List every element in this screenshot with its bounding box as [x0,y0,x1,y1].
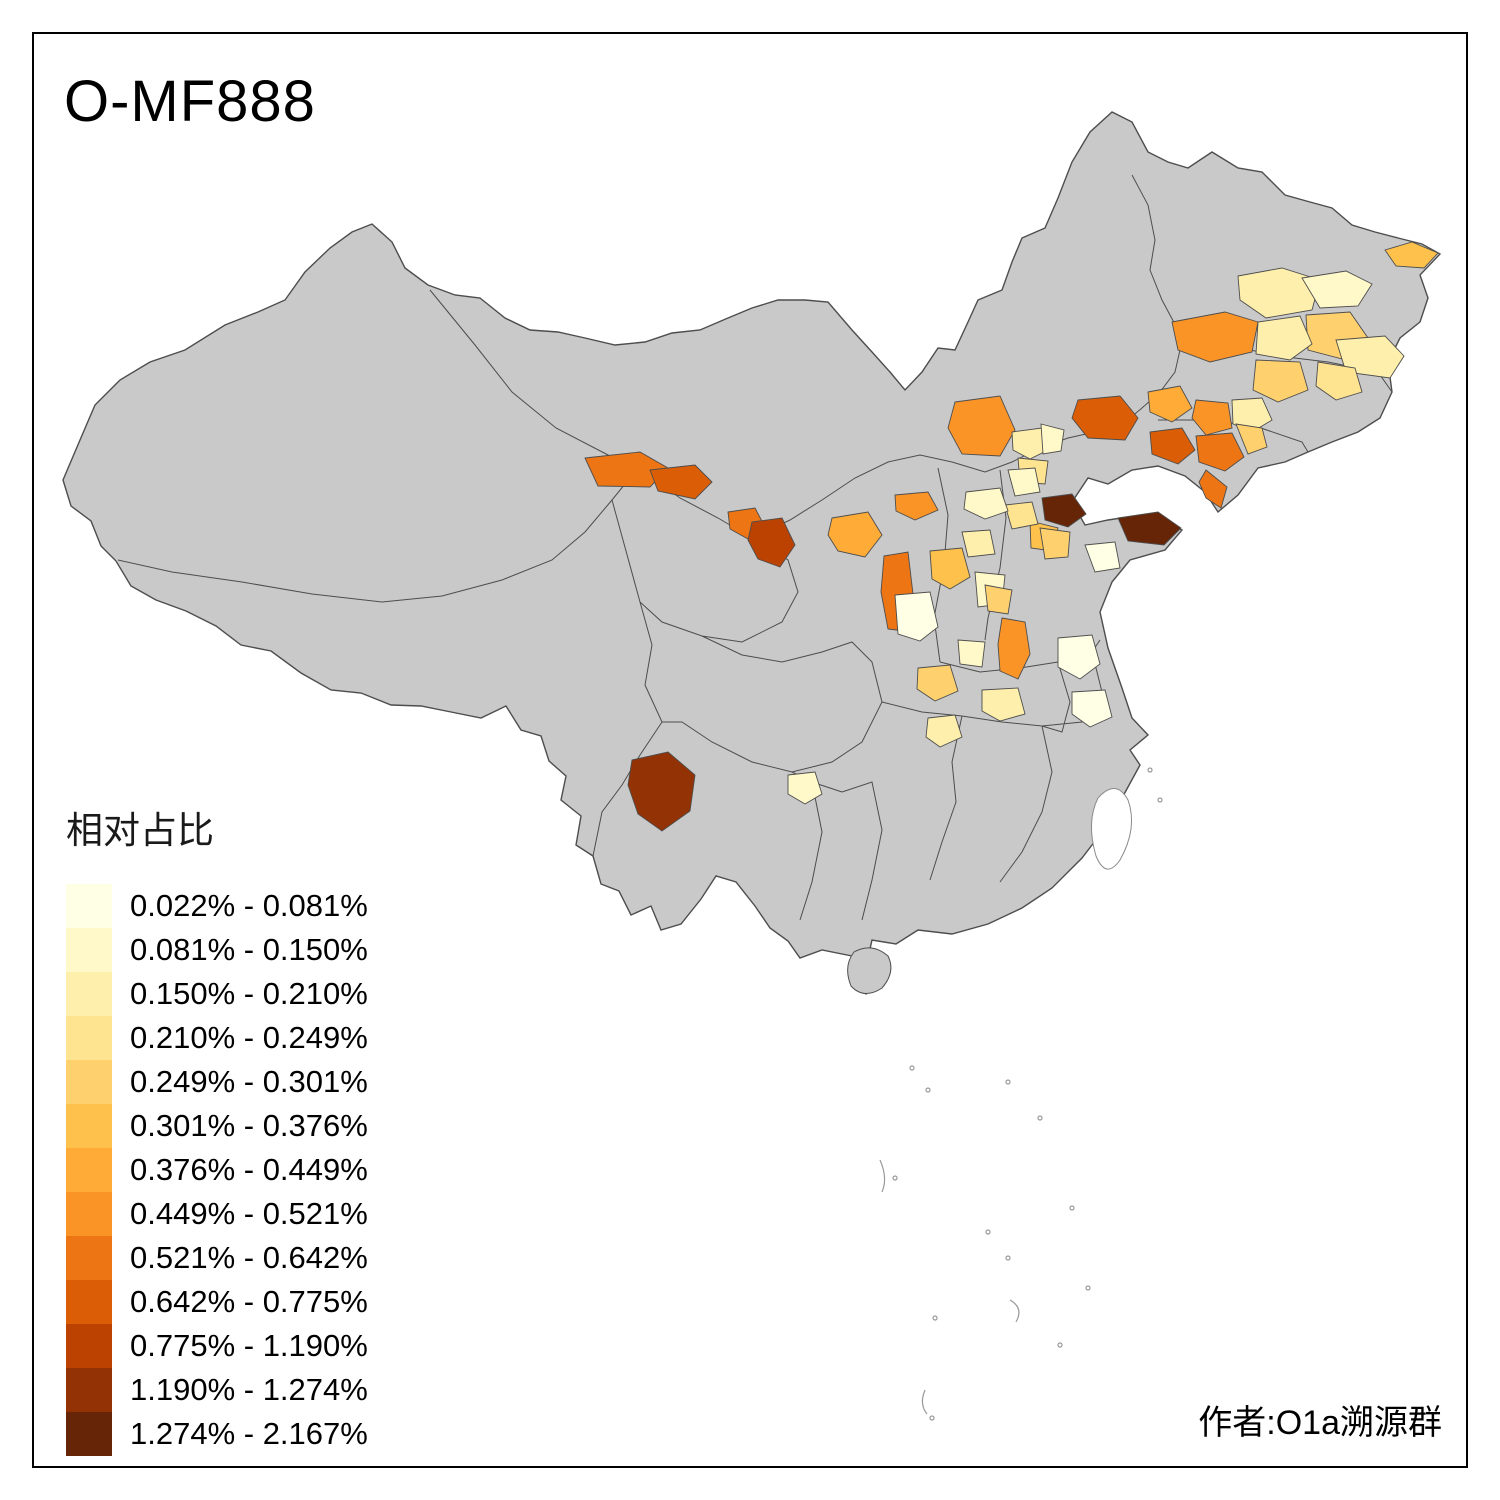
legend-item: 0.081% - 0.150% [66,928,368,972]
legend: 相对占比 0.022% - 0.081% 0.081% - 0.150% 0.150… [66,800,368,1456]
legend-swatch [66,1368,112,1412]
legend-item: 0.775% - 1.190% [66,1324,368,1368]
prefecture-region [1191,399,1233,436]
prefecture-region [1315,361,1363,401]
prefecture-region [957,639,986,668]
legend-item: 0.642% - 0.775% [66,1280,368,1324]
prefecture-region [1004,501,1039,530]
prefecture-region [1041,493,1087,528]
prefecture-region [925,714,963,748]
prefecture-region [984,584,1013,615]
prefecture-region [894,591,939,642]
prefecture-region [1084,541,1121,573]
prefecture-region [997,617,1031,680]
prefecture-region [649,464,713,500]
legend-swatch [66,1412,112,1456]
prefecture-regions [584,241,1439,832]
prefecture-region [627,751,696,832]
hainan-island [847,947,892,994]
legend-label: 1.190% - 1.274% [130,1372,368,1407]
south-china-sea-islets [879,767,1163,1421]
legend-item: 0.150% - 0.210% [66,972,368,1016]
legend-label: 0.449% - 0.521% [130,1196,368,1231]
prefecture-region [961,529,996,558]
legend-label: 0.210% - 0.249% [130,1020,368,1055]
legend-label: 0.775% - 1.190% [130,1328,368,1363]
legend-label: 0.249% - 0.301% [130,1064,368,1099]
prefecture-region [1117,511,1182,546]
prefecture-region [1235,423,1268,455]
taiwan-island [1091,788,1133,870]
prefecture-region [1039,527,1071,560]
legend-label: 1.274% - 2.167% [130,1416,368,1451]
prefecture-region [1195,432,1245,472]
legend-item: 0.249% - 0.301% [66,1060,368,1104]
prefecture-region [1040,423,1065,455]
prefecture-region [1252,359,1309,403]
prefecture-region [1237,267,1321,319]
prefecture-region [981,687,1026,722]
legend-swatch [66,1016,112,1060]
legend-item: 0.449% - 0.521% [66,1192,368,1236]
prefecture-region [1198,469,1228,509]
legend-swatch [66,972,112,1016]
prefecture-region [787,771,823,805]
legend-swatch [66,884,112,928]
prefecture-region [1147,385,1193,423]
prefecture-region [947,395,1016,457]
legend-item: 1.274% - 2.167% [66,1412,368,1456]
legend-swatch [66,1236,112,1280]
legend-item: 0.022% - 0.081% [66,884,368,928]
legend-swatch [66,1148,112,1192]
legend-item: 0.301% - 0.376% [66,1104,368,1148]
prefecture-region [1231,397,1273,433]
legend-item: 0.521% - 0.642% [66,1236,368,1280]
legend-swatch [66,1192,112,1236]
legend-swatch [66,1104,112,1148]
legend-label: 0.081% - 0.150% [130,932,368,967]
legend-rows: 0.022% - 0.081% 0.081% - 0.150% 0.150% - 0… [66,884,368,1456]
legend-item: 0.210% - 0.249% [66,1016,368,1060]
legend-label: 0.150% - 0.210% [130,976,368,1011]
prefecture-region [1255,315,1313,361]
prefecture-region [1171,311,1259,363]
legend-title: 相对占比 [66,810,214,851]
prefecture-region [827,511,883,558]
legend-swatch [66,1280,112,1324]
prefecture-region [1071,395,1139,441]
prefecture-region [894,491,939,521]
legend-label: 0.376% - 0.449% [130,1152,368,1187]
legend-item: 0.376% - 0.449% [66,1148,368,1192]
prefecture-region [1384,241,1439,269]
prefecture-region [1007,467,1041,497]
prefecture-region [1071,689,1113,728]
legend-swatch [66,928,112,972]
legend-label: 0.022% - 0.081% [130,888,368,923]
prefecture-region [1011,427,1051,460]
prefecture-region [1057,634,1101,680]
prefecture-region [747,517,796,568]
legend-label: 0.521% - 0.642% [130,1240,368,1275]
prefecture-region [1301,270,1373,309]
legend-swatch [66,1060,112,1104]
legend-label: 0.301% - 0.376% [130,1108,368,1143]
legend-label: 0.642% - 0.775% [130,1284,368,1319]
figure-title: O-MF888 [64,69,316,134]
legend-item: 1.190% - 1.274% [66,1368,368,1412]
prefecture-region [929,547,971,590]
attribution: 作者:O1a溯源群 [1198,1404,1442,1442]
prefecture-region [1149,427,1196,465]
prefecture-region [963,487,1009,520]
prefecture-region [916,664,959,702]
legend-swatch [66,1324,112,1368]
